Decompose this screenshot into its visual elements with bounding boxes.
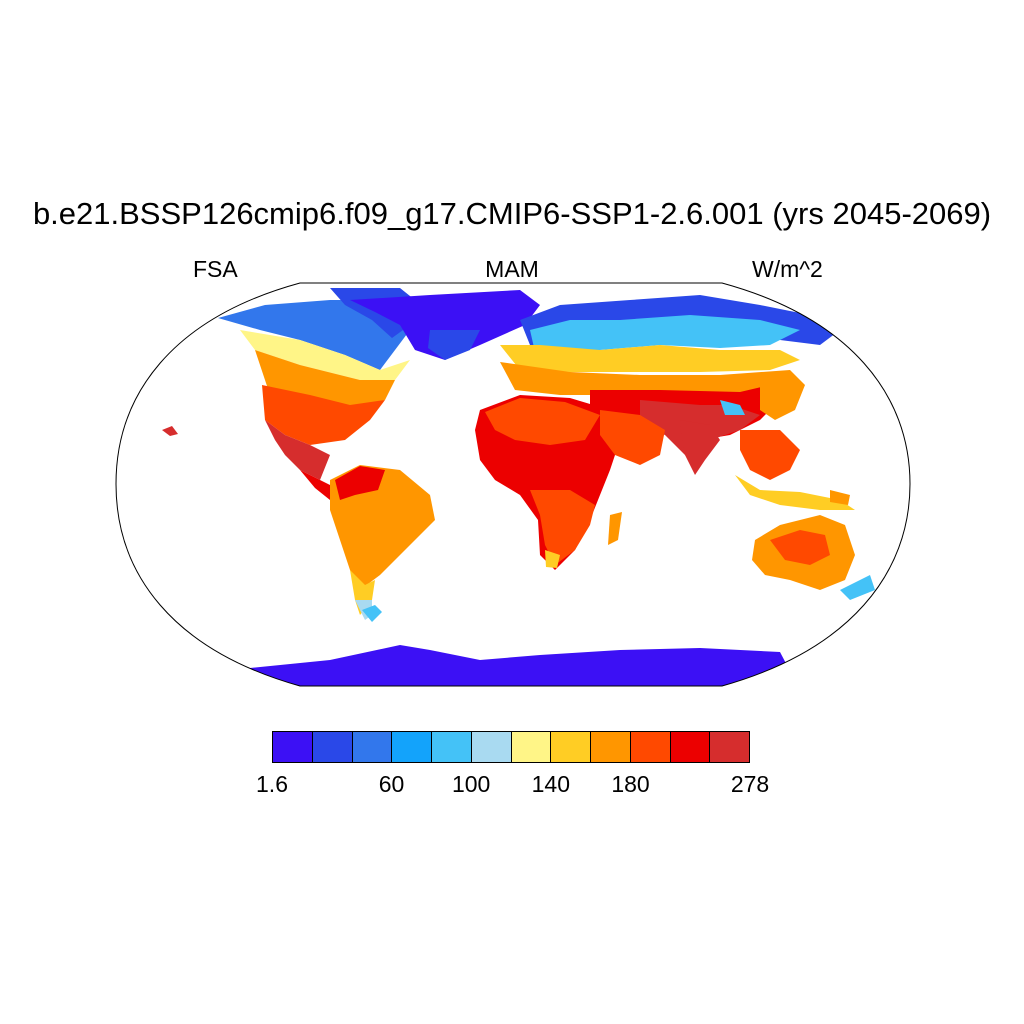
greenland-land xyxy=(350,290,540,360)
colorbar-swatch xyxy=(471,732,512,762)
india-land xyxy=(680,420,720,475)
plot-title: b.e21.BSSP126cmip6.f09_g17.CMIP6-SSP1-2.… xyxy=(32,196,992,231)
south-america-land xyxy=(330,465,435,622)
colorbar-swatch xyxy=(312,732,353,762)
colorbar-swatch xyxy=(273,732,313,762)
colorbar-swatch xyxy=(670,732,711,762)
colorbar-tick-label: 100 xyxy=(451,771,491,797)
colorbar-swatch xyxy=(511,732,552,762)
africa-land xyxy=(475,395,622,570)
colorbar-tick-label: 60 xyxy=(378,771,405,797)
colorbar-tick-label: 180 xyxy=(611,771,650,797)
colorbar-swatch xyxy=(630,732,671,762)
colorbar-tick-label: 278 xyxy=(730,771,770,797)
southeast-asia-land xyxy=(740,430,800,480)
colorbar-swatch xyxy=(392,732,432,762)
colorbar-swatch xyxy=(352,732,393,762)
eurasia-land xyxy=(500,295,840,460)
arabia-land xyxy=(600,410,665,465)
colorbar-swatch xyxy=(710,732,749,762)
colorbar xyxy=(272,731,750,763)
australia-land xyxy=(752,515,875,600)
units-label: W/m^2 xyxy=(752,256,823,282)
variable-label: FSA xyxy=(193,256,238,282)
antarctica-land xyxy=(230,645,800,686)
colorbar-tick-label: 1.6 xyxy=(256,771,288,797)
colorbar-swatch xyxy=(551,732,591,762)
colorbar-swatch xyxy=(432,732,472,762)
colorbar-tick-label: 140 xyxy=(531,771,571,797)
season-label: MAM xyxy=(485,256,539,282)
globe-outline xyxy=(115,282,911,687)
colorbar-swatch xyxy=(591,732,631,762)
